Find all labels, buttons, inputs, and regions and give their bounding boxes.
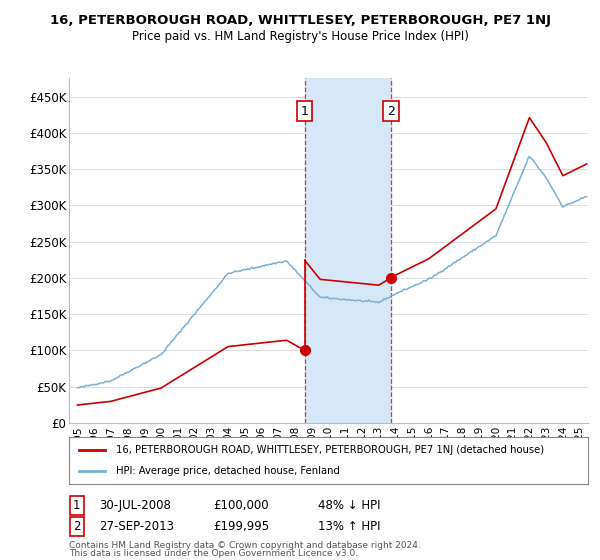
Text: HPI: Average price, detached house, Fenland: HPI: Average price, detached house, Fenl… (116, 466, 340, 476)
Text: 2: 2 (387, 105, 395, 118)
Text: This data is licensed under the Open Government Licence v3.0.: This data is licensed under the Open Gov… (69, 549, 358, 558)
Text: Price paid vs. HM Land Registry's House Price Index (HPI): Price paid vs. HM Land Registry's House … (131, 30, 469, 43)
Text: 2: 2 (73, 520, 80, 533)
Bar (305, 78, 391, 423)
Text: 48% ↓ HPI: 48% ↓ HPI (318, 498, 380, 512)
Text: £199,995: £199,995 (213, 520, 269, 533)
Text: 1: 1 (301, 105, 308, 118)
Text: 1: 1 (73, 498, 80, 512)
Text: 16, PETERBOROUGH ROAD, WHITTLESEY, PETERBOROUGH, PE7 1NJ (detached house): 16, PETERBOROUGH ROAD, WHITTLESEY, PETER… (116, 445, 544, 455)
Text: 16, PETERBOROUGH ROAD, WHITTLESEY, PETERBOROUGH, PE7 1NJ: 16, PETERBOROUGH ROAD, WHITTLESEY, PETER… (49, 14, 551, 27)
Text: 13% ↑ HPI: 13% ↑ HPI (318, 520, 380, 533)
Text: £100,000: £100,000 (213, 498, 269, 512)
Text: 27-SEP-2013: 27-SEP-2013 (99, 520, 174, 533)
Text: Contains HM Land Registry data © Crown copyright and database right 2024.: Contains HM Land Registry data © Crown c… (69, 541, 421, 550)
Text: 30-JUL-2008: 30-JUL-2008 (99, 498, 171, 512)
